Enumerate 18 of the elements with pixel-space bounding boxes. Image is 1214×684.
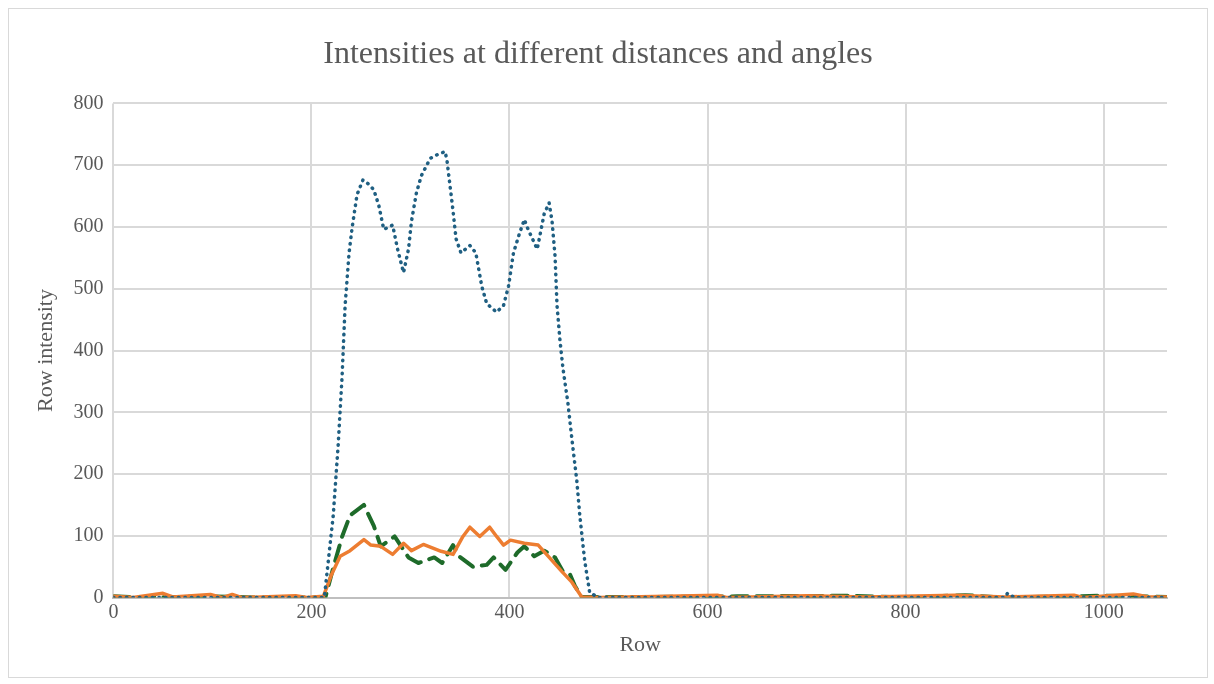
y-tick-label: 0 <box>93 584 104 607</box>
y-tick-label: 600 <box>73 214 104 237</box>
x-tick-label: 200 <box>296 599 327 622</box>
y-tick-label: 800 <box>73 90 104 113</box>
y-tick-label: 700 <box>73 152 104 175</box>
y-tick-label: 100 <box>73 523 104 546</box>
chart-title: Intensities at different distances and angles <box>323 33 873 70</box>
x-axis-title: Row <box>619 630 662 656</box>
x-tick-label: 0 <box>108 599 119 622</box>
y-axis-title: Row intensity <box>31 289 57 412</box>
y-tick-label: 400 <box>73 337 104 360</box>
x-tick-label: 400 <box>494 599 525 622</box>
x-tick-label: 600 <box>692 599 723 622</box>
x-tick-label: 800 <box>890 599 921 622</box>
y-tick-label: 200 <box>73 461 104 484</box>
y-tick-label: 300 <box>73 399 104 422</box>
x-tick-label: 1000 <box>1083 599 1124 622</box>
y-tick-label: 500 <box>73 275 104 298</box>
